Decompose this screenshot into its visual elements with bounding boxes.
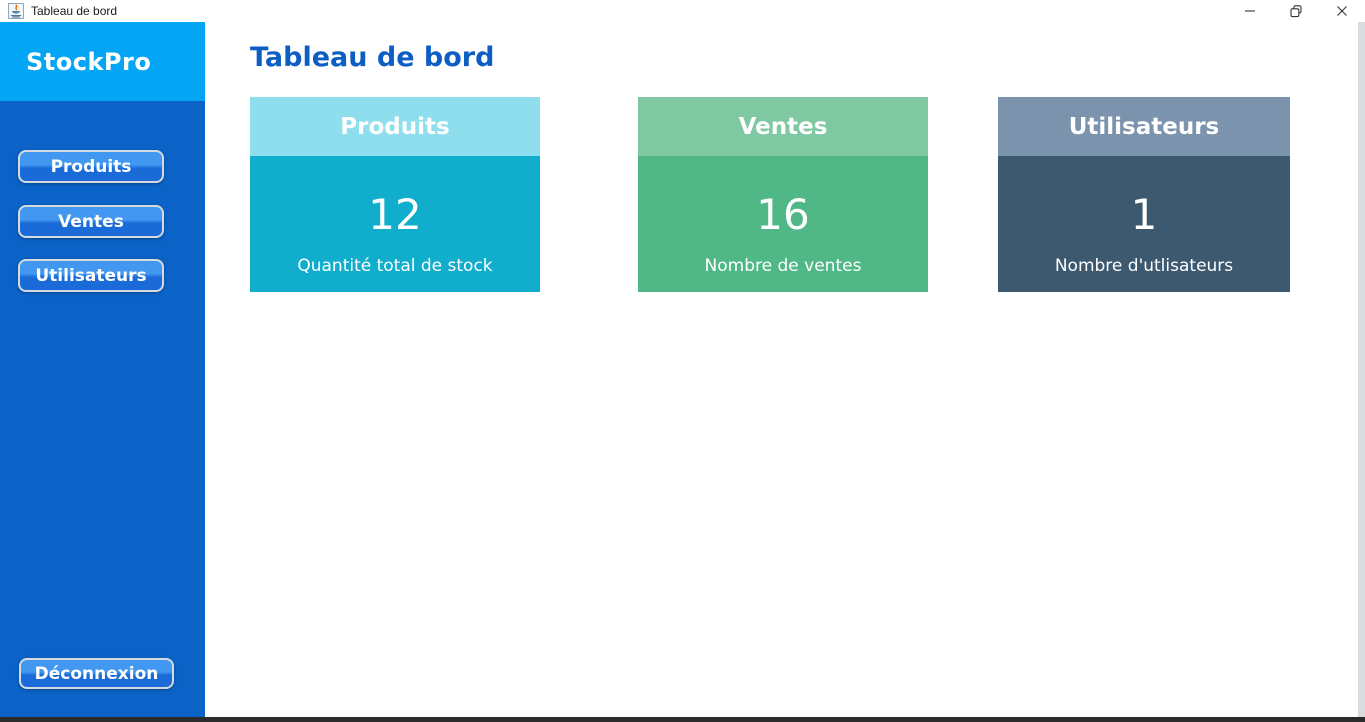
card-body: 16 Nombre de ventes <box>638 156 928 292</box>
card-header: Produits <box>250 97 540 156</box>
minimize-button[interactable] <box>1227 0 1273 22</box>
window-titlebar: Tableau de bord <box>0 0 1365 22</box>
card-value: 16 <box>756 190 810 239</box>
window-bottom-edge <box>0 717 1365 722</box>
logout-button[interactable]: Déconnexion <box>19 658 174 689</box>
card-ventes: Ventes 16 Nombre de ventes <box>638 97 928 292</box>
card-header: Ventes <box>638 97 928 156</box>
app-brand: StockPro <box>0 22 205 101</box>
card-utilisateurs: Utilisateurs 1 Nombre d'utlisateurs <box>998 97 1290 292</box>
restore-button[interactable] <box>1273 0 1319 22</box>
card-value: 1 <box>1130 190 1158 239</box>
sidebar-item-produits[interactable]: Produits <box>18 150 164 183</box>
sidebar-item-utilisateurs[interactable]: Utilisateurs <box>18 259 164 292</box>
close-icon <box>1337 6 1347 16</box>
java-coffee-cup-icon <box>8 3 24 19</box>
sidebar: StockPro Produits Ventes Utilisateurs Dé… <box>0 22 205 717</box>
card-value: 12 <box>368 190 422 239</box>
card-caption: Nombre d'utlisateurs <box>1054 256 1234 276</box>
card-caption: Nombre de ventes <box>704 256 862 276</box>
window-title: Tableau de bord <box>31 4 118 18</box>
card-body: 12 Quantité total de stock <box>250 156 540 292</box>
restore-icon <box>1290 5 1302 18</box>
main-content: Tableau de bord Produits 12 Quantité tot… <box>205 22 1358 717</box>
card-caption: Quantité total de stock <box>297 256 493 276</box>
minimize-icon <box>1245 10 1255 12</box>
sidebar-item-ventes[interactable]: Ventes <box>18 205 164 238</box>
card-produits: Produits 12 Quantité total de stock <box>250 97 540 292</box>
window-right-edge <box>1358 22 1365 717</box>
card-header: Utilisateurs <box>998 97 1290 156</box>
page-title: Tableau de bord <box>250 42 495 73</box>
card-body: 1 Nombre d'utlisateurs <box>998 156 1290 292</box>
close-button[interactable] <box>1319 0 1365 22</box>
